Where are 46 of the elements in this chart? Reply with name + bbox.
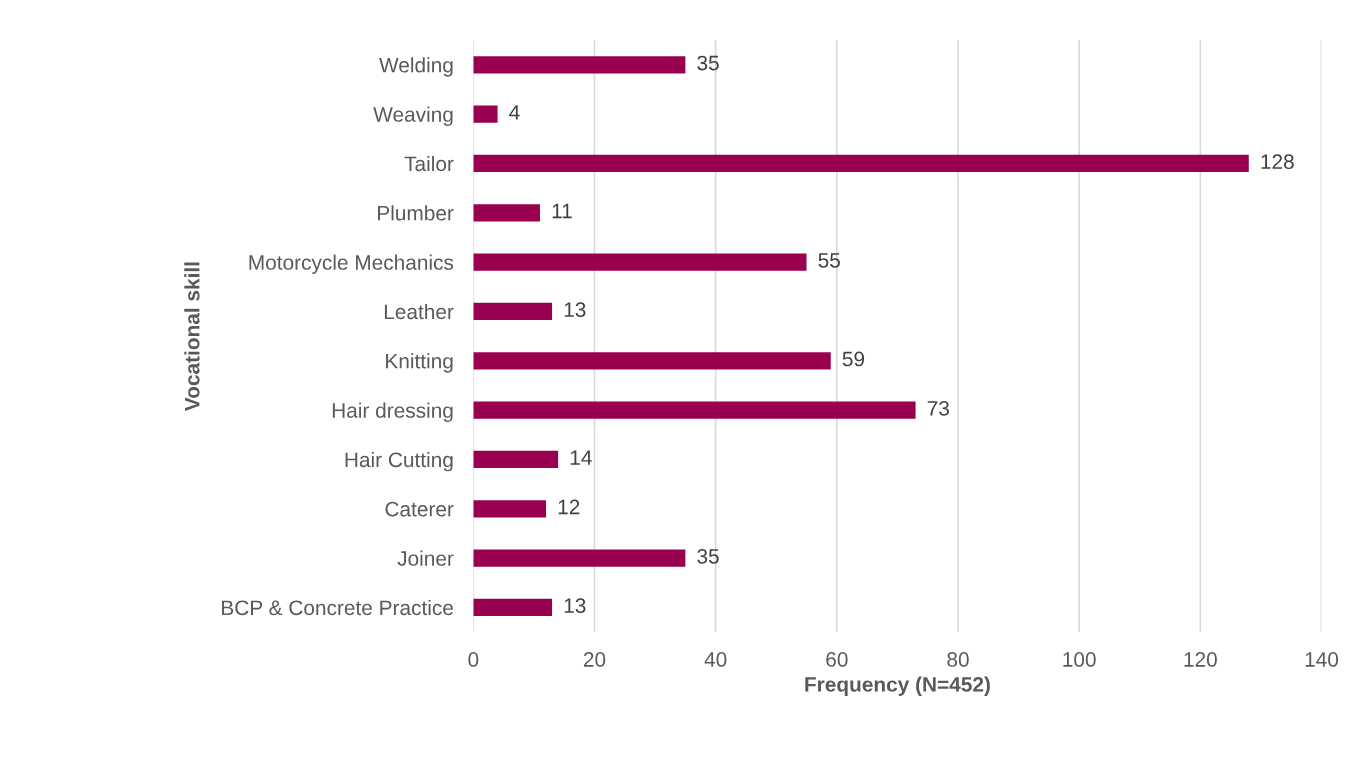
data-label: 35: [697, 55, 719, 71]
y-tick-label: Leather: [384, 303, 454, 320]
data-label: 14: [570, 450, 592, 465]
data-label: 55: [818, 253, 840, 268]
bar: [473, 302, 553, 321]
x-tick-label: 0: [468, 652, 479, 667]
data-label: 11: [552, 203, 572, 219]
bar: [473, 56, 686, 74]
bar: [473, 450, 559, 469]
data-label: 35: [697, 548, 719, 564]
y-tick-label: Hair Cutting: [345, 451, 453, 472]
data-label: 4: [509, 105, 520, 120]
x-tick-label: 60: [826, 652, 848, 667]
bar: [473, 549, 686, 567]
data-label: 13: [564, 302, 586, 318]
data-label: 59: [842, 351, 865, 367]
x-tick-label: 120: [1184, 652, 1217, 667]
y-tick-label: Hair dressing: [332, 402, 453, 422]
x-tick-label: 80: [947, 652, 969, 667]
x-tick-label: 20: [583, 652, 606, 667]
bar: [473, 204, 540, 222]
y-tick-label: Motorcycle Mechanics: [249, 254, 454, 274]
y-tick-label: Weaving: [373, 106, 453, 126]
bar: [473, 401, 916, 419]
data-label: 73: [927, 400, 949, 416]
data-label: 13: [564, 598, 586, 614]
x-tick-label: 40: [704, 652, 727, 667]
y-axis-title: Vocational skill: [184, 262, 200, 412]
y-tick-label: Knitting: [386, 353, 453, 373]
x-axis-title: Frequency (N=452): [805, 676, 990, 696]
y-tick-label: Joiner: [397, 550, 454, 566]
bar: [473, 352, 831, 370]
x-tick-label: 100: [1063, 652, 1096, 667]
data-label: 128: [1261, 154, 1294, 170]
y-tick-label: BCP & Concrete Practice: [222, 599, 453, 616]
data-label: 12: [558, 499, 580, 515]
bar: [473, 253, 807, 271]
bar: [473, 105, 498, 123]
bar: [473, 500, 547, 518]
x-tick-label: 140: [1305, 652, 1339, 667]
y-tick-label: Tailor: [404, 155, 454, 172]
y-tick-label: Caterer: [385, 501, 454, 517]
bar: [473, 598, 553, 617]
y-tick-label: Plumber: [378, 205, 454, 221]
bar: [473, 154, 1249, 173]
y-tick-label: Welding: [379, 57, 453, 77]
